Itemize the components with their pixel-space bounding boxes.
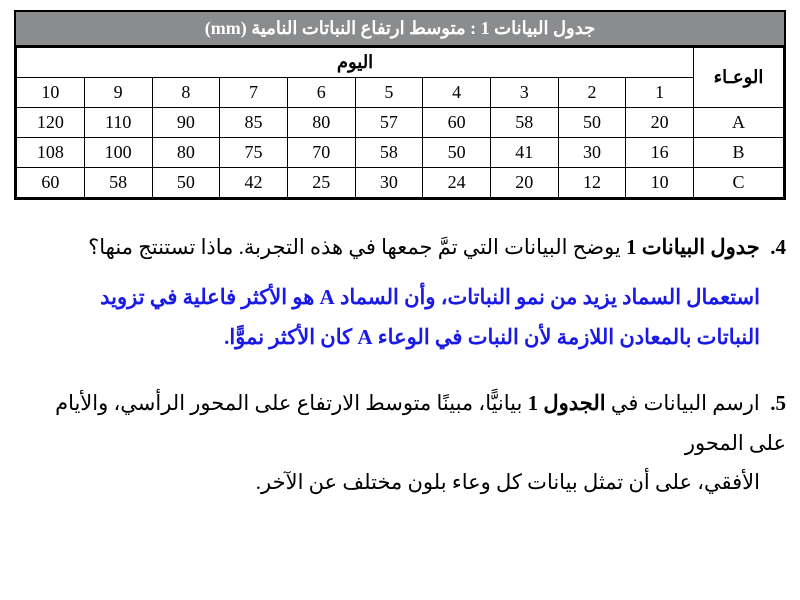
cell: 16 (626, 138, 694, 168)
plant-height-table: الوعـاء اليوم 1 2 3 4 5 6 7 8 9 10 A 20 … (16, 47, 784, 198)
header-row-1: الوعـاء اليوم (17, 48, 784, 78)
day-col: 2 (558, 78, 626, 108)
cell: 30 (558, 138, 626, 168)
cell: 120 (17, 108, 85, 138)
q5-text-a: ارسم البيانات في (606, 391, 760, 415)
cell: 20 (490, 168, 558, 198)
pot-label: B (694, 138, 784, 168)
cell: 108 (17, 138, 85, 168)
q4-text: يوضح البيانات التي تمَّ جمعها في هذه الت… (88, 235, 626, 259)
q5-number: 5. (770, 391, 786, 415)
cell: 75 (220, 138, 288, 168)
day-col: 8 (152, 78, 220, 108)
data-table-1: جدول البيانات 1 : متوسط ارتفاع النباتات … (14, 10, 786, 200)
day-group-header: اليوم (17, 48, 694, 78)
q4-bold-ref: جدول البيانات 1 (626, 235, 760, 259)
table-title: جدول البيانات 1 : متوسط ارتفاع النباتات … (16, 12, 784, 47)
cell: 50 (423, 138, 491, 168)
cell: 42 (220, 168, 288, 198)
cell: 80 (287, 108, 355, 138)
cell: 58 (355, 138, 423, 168)
cell: 58 (84, 168, 152, 198)
question-5: 5. ارسم البيانات في الجدول 1 بيانيًّا، م… (14, 384, 786, 504)
day-col: 1 (626, 78, 694, 108)
day-col: 6 (287, 78, 355, 108)
cell: 25 (287, 168, 355, 198)
cell: 41 (490, 138, 558, 168)
pot-label: A (694, 108, 784, 138)
cell: 80 (152, 138, 220, 168)
pot-label: C (694, 168, 784, 198)
question-4: 4. جدول البيانات 1 يوضح البيانات التي تم… (14, 228, 786, 268)
cell: 12 (558, 168, 626, 198)
cell: 24 (423, 168, 491, 198)
answer-line: النباتات بالمعادن اللازمة لأن النبات في … (14, 318, 760, 358)
cell: 60 (423, 108, 491, 138)
cell: 60 (17, 168, 85, 198)
cell: 58 (490, 108, 558, 138)
cell: 30 (355, 168, 423, 198)
cell: 50 (558, 108, 626, 138)
cell: 10 (626, 168, 694, 198)
cell: 20 (626, 108, 694, 138)
pot-header: الوعـاء (694, 48, 784, 108)
q4-answer: استعمال السماد يزيد من نمو النباتات، وأن… (14, 278, 786, 358)
q4-number: 4. (770, 235, 786, 259)
cell: 50 (152, 168, 220, 198)
table-row: A 20 50 58 60 57 80 85 90 110 120 (17, 108, 784, 138)
answer-line: استعمال السماد يزيد من نمو النباتات، وأن… (14, 278, 760, 318)
cell: 57 (355, 108, 423, 138)
day-col: 7 (220, 78, 288, 108)
cell: 110 (84, 108, 152, 138)
cell: 70 (287, 138, 355, 168)
table-row: C 10 12 20 24 30 25 42 50 58 60 (17, 168, 784, 198)
q5-line2: الأفقي، على أن تمثل بيانات كل وعاء بلون … (14, 463, 786, 503)
cell: 85 (220, 108, 288, 138)
day-col: 5 (355, 78, 423, 108)
q5-bold-ref: الجدول 1 (528, 391, 606, 415)
cell: 90 (152, 108, 220, 138)
day-col: 3 (490, 78, 558, 108)
day-col: 9 (84, 78, 152, 108)
table-row: B 16 30 41 50 58 70 75 80 100 108 (17, 138, 784, 168)
day-col: 4 (423, 78, 491, 108)
day-col: 10 (17, 78, 85, 108)
header-row-days: 1 2 3 4 5 6 7 8 9 10 (17, 78, 784, 108)
cell: 100 (84, 138, 152, 168)
